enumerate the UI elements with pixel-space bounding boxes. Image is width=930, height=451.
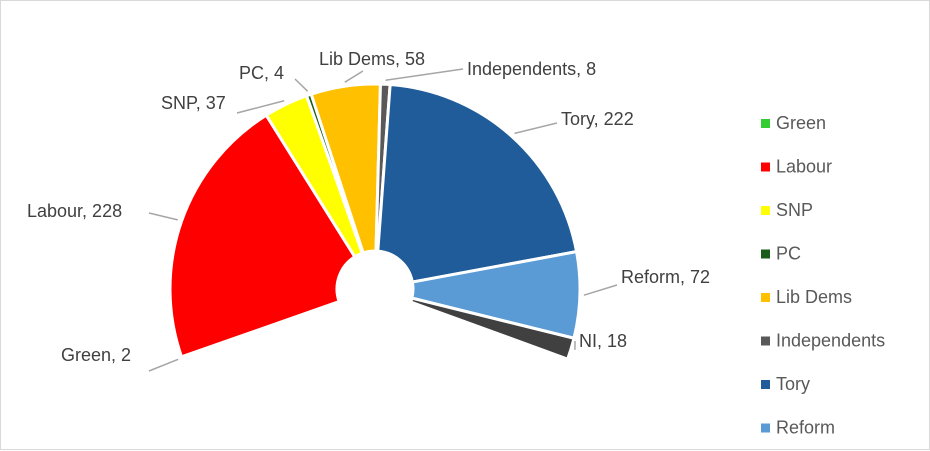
data-label-snp: SNP, 37 <box>161 93 226 113</box>
leader-line-pc <box>295 79 308 91</box>
legend-label-tory: Tory <box>776 374 810 394</box>
legend-swatch-lib-dems <box>761 293 770 302</box>
legend-swatch-pc <box>761 250 770 259</box>
slice-tory <box>378 85 577 283</box>
leader-line-independents <box>386 69 463 80</box>
legend-swatch-snp <box>761 206 770 215</box>
legend-label-green: Green <box>776 113 826 133</box>
leader-line-reform <box>584 285 617 295</box>
data-label-reform: Reform, 72 <box>621 267 710 287</box>
legend-label-reform: Reform <box>776 418 835 438</box>
leader-line-tory <box>514 123 557 133</box>
leader-line-lib-dems <box>345 71 363 82</box>
data-label-independents: Independents, 8 <box>467 59 596 79</box>
leader-line-labour <box>149 213 178 220</box>
data-label-labour: Labour, 228 <box>27 201 122 221</box>
legend-label-independents: Independents <box>776 331 885 351</box>
data-label-ni: NI, 18 <box>579 331 627 351</box>
data-label-green: Green, 2 <box>61 345 131 365</box>
legend-swatch-tory <box>761 380 770 389</box>
data-label-lib-dems: Lib Dems, 58 <box>319 49 425 69</box>
legend-label-lib-dems: Lib Dems <box>776 287 852 307</box>
legend-label-snp: SNP <box>776 200 813 220</box>
legend-swatch-independents <box>761 337 770 346</box>
data-label-pc: PC, 4 <box>239 63 284 83</box>
legend-label-pc: PC <box>776 244 801 264</box>
data-label-tory: Tory, 222 <box>561 109 634 129</box>
legend-swatch-reform <box>761 424 770 433</box>
legend-swatch-labour <box>761 163 770 172</box>
leader-line-green <box>149 359 178 371</box>
legend-swatch-green <box>761 119 770 128</box>
legend-label-labour: Labour <box>776 157 832 177</box>
